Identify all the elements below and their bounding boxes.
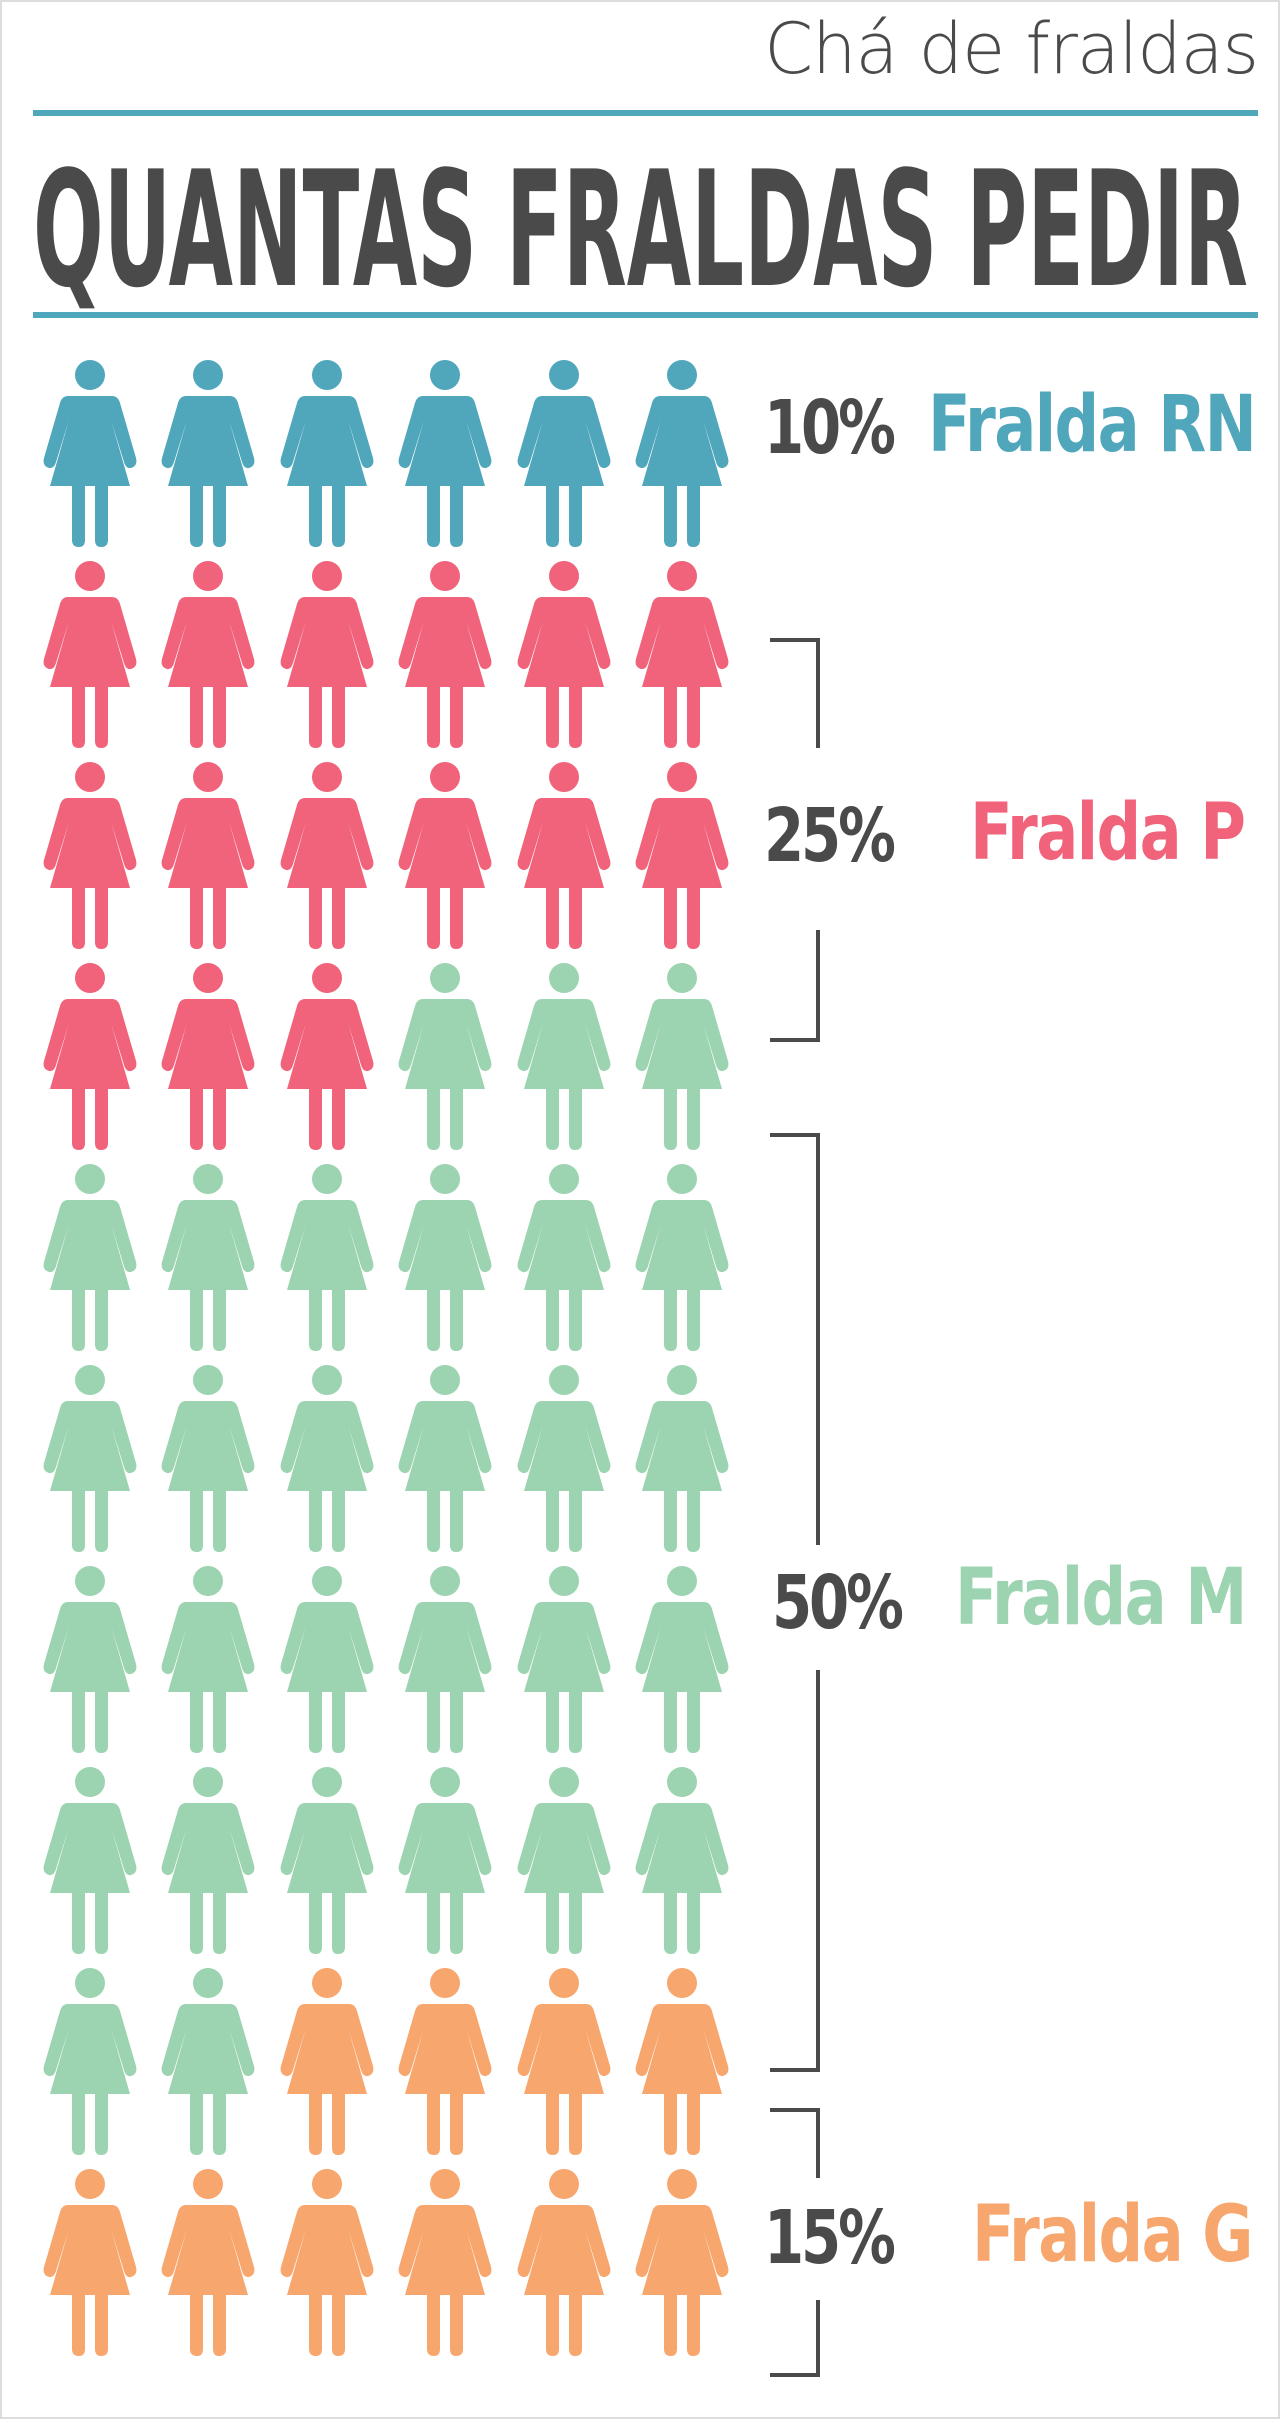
woman-figure-icon xyxy=(275,1966,379,2156)
label-fralda-p: Fralda P xyxy=(970,788,1244,878)
woman-figure-icon xyxy=(630,961,734,1151)
woman-figure-icon xyxy=(275,1765,379,1955)
woman-figure-icon xyxy=(38,1765,142,1955)
woman-figure-icon xyxy=(38,1564,142,1754)
label-fralda-m: Fralda M xyxy=(955,1553,1246,1643)
woman-figure-icon xyxy=(630,559,734,749)
woman-figure-icon xyxy=(630,1564,734,1754)
woman-figure-icon xyxy=(38,2167,142,2357)
label-fralda-rn: Fralda RN xyxy=(928,380,1255,470)
woman-figure-icon xyxy=(630,760,734,950)
woman-figure-icon xyxy=(275,2167,379,2357)
woman-figure-icon xyxy=(393,1162,497,1352)
woman-figure-icon xyxy=(512,1564,616,1754)
woman-figure-icon xyxy=(512,1966,616,2156)
woman-figure-icon xyxy=(393,2167,497,2357)
woman-figure-icon xyxy=(156,2167,260,2357)
woman-figure-icon xyxy=(512,2167,616,2357)
woman-figure-icon xyxy=(38,1363,142,1553)
woman-figure-icon xyxy=(512,961,616,1151)
woman-figure-icon xyxy=(275,1363,379,1553)
woman-figure-icon xyxy=(156,1162,260,1352)
label-fralda-g: Fralda G xyxy=(972,2190,1252,2280)
woman-figure-icon xyxy=(393,760,497,950)
top-divider xyxy=(33,110,1258,116)
woman-figure-icon xyxy=(630,1966,734,2156)
page-subtitle: Chá de fraldas xyxy=(764,8,1258,90)
woman-figure-icon xyxy=(393,358,497,548)
bracket-g xyxy=(760,2100,820,2385)
woman-figure-icon xyxy=(393,1363,497,1553)
woman-figure-icon xyxy=(275,1564,379,1754)
woman-figure-icon xyxy=(630,1765,734,1955)
woman-figure-icon xyxy=(38,961,142,1151)
woman-figure-icon xyxy=(156,1966,260,2156)
woman-figure-icon xyxy=(275,961,379,1151)
woman-figure-icon xyxy=(38,1162,142,1352)
percent-rn: 10% xyxy=(764,385,893,471)
woman-figure-icon xyxy=(630,2167,734,2357)
woman-figure-icon xyxy=(512,1363,616,1553)
woman-figure-icon xyxy=(156,1564,260,1754)
woman-figure-icon xyxy=(630,1363,734,1553)
woman-figure-icon xyxy=(393,1966,497,2156)
woman-figure-icon xyxy=(156,358,260,548)
woman-figure-icon xyxy=(512,760,616,950)
woman-figure-icon xyxy=(393,559,497,749)
woman-figure-icon xyxy=(512,1162,616,1352)
woman-figure-icon xyxy=(156,961,260,1151)
woman-figure-icon xyxy=(512,358,616,548)
woman-figure-icon xyxy=(393,1765,497,1955)
bracket-m xyxy=(760,1125,820,2080)
woman-figure-icon xyxy=(630,1162,734,1352)
woman-figure-icon xyxy=(275,559,379,749)
woman-figure-icon xyxy=(156,760,260,950)
woman-figure-icon xyxy=(275,1162,379,1352)
woman-figure-icon xyxy=(393,1564,497,1754)
page-title-text: QUANTAS FRALDAS PEDIR xyxy=(33,136,1248,310)
woman-figure-icon xyxy=(38,1966,142,2156)
woman-figure-icon xyxy=(156,1765,260,1955)
woman-figure-icon xyxy=(512,559,616,749)
bracket-p xyxy=(760,630,820,1050)
woman-figure-icon xyxy=(512,1765,616,1955)
woman-figure-icon xyxy=(275,760,379,950)
woman-figure-icon xyxy=(156,1363,260,1553)
woman-figure-icon xyxy=(630,358,734,548)
woman-figure-icon xyxy=(38,760,142,950)
woman-figure-icon xyxy=(393,961,497,1151)
woman-figure-icon xyxy=(156,559,260,749)
woman-figure-icon xyxy=(38,559,142,749)
bottom-divider xyxy=(33,312,1258,318)
page-title: QUANTAS FRALDAS PEDIR xyxy=(33,135,1258,310)
woman-figure-icon xyxy=(275,358,379,548)
woman-figure-icon xyxy=(38,358,142,548)
